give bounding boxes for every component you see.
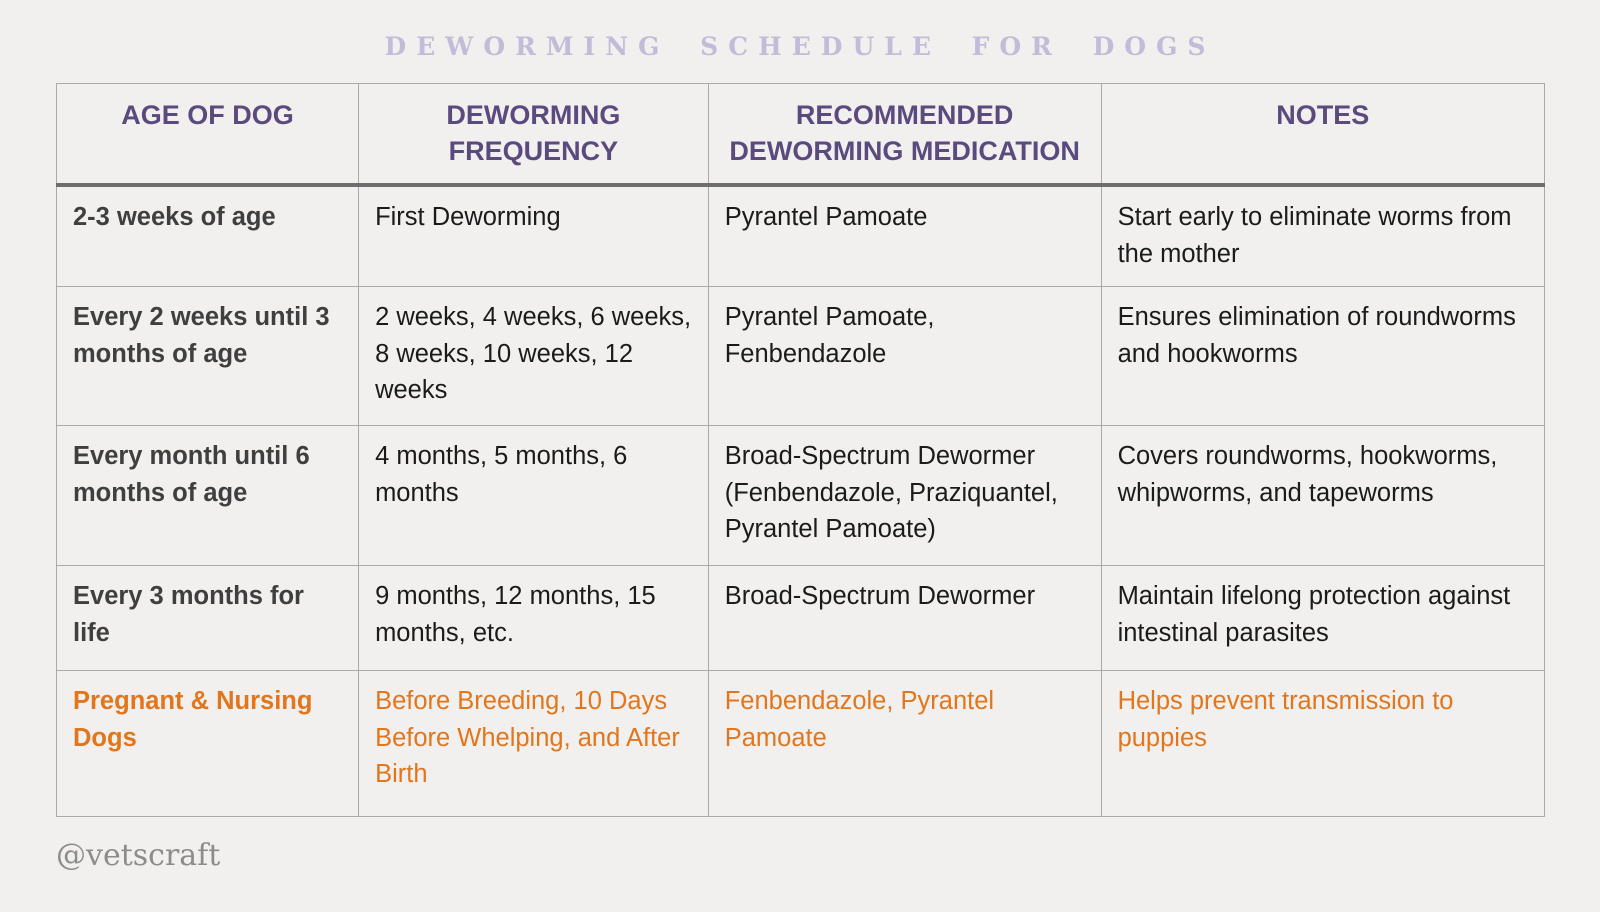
cell-age: Every month until 6 months of age [55,425,360,567]
cell-notes: Ensures elimination of roundworms and ho… [1100,286,1546,427]
cell-age: Every 2 weeks until 3 months of age [55,286,360,427]
table-row: Every 2 weeks until 3 months of age 2 wee… [55,286,1546,427]
header-row: AGE OF DOG DEWORMING FREQUENCY RECOMMEND… [55,83,1546,188]
deworming-schedule-table: AGE OF DOG DEWORMING FREQUENCY RECOMMEND… [55,83,1546,818]
cell-medication: Pyrantel Pamoate [707,184,1102,288]
cell-medication: Broad-Spectrum Dewormer [707,565,1102,672]
table-header: AGE OF DOG DEWORMING FREQUENCY RECOMMEND… [55,83,1546,188]
table-row: Every 3 months for life 9 months, 12 mont… [55,565,1546,672]
table-row: Every month until 6 months of age 4 month… [55,425,1546,567]
cell-notes: Covers roundworms, hookworms, whipworms,… [1100,425,1546,567]
cell-notes: Helps prevent transmission to puppies [1100,670,1546,818]
cell-age: Every 3 months for life [55,565,360,672]
watermark: @vetscraft [56,838,221,873]
table-row: 2-3 weeks of age First Deworming Pyrantel … [55,184,1546,288]
cell-frequency: 2 weeks, 4 weeks, 6 weeks, 8 weeks, 10 w… [358,286,709,427]
cell-medication: Fenbendazole, Pyrantel Pamoate [707,670,1102,818]
cell-frequency: 4 months, 5 months, 6 months [358,425,709,567]
cell-age: Pregnant & Nursing Dogs [55,670,360,818]
header-deworming-frequency: DEWORMING FREQUENCY [358,83,709,188]
table-body: 2-3 weeks of age First Deworming Pyrantel … [55,184,1546,818]
header-age-of-dog: AGE OF DOG [55,83,360,188]
cell-medication: Pyrantel Pamoate, Fenbendazole [707,286,1102,427]
page-title: DEWORMING SCHEDULE FOR DOGS [384,32,1216,61]
cell-frequency: Before Breeding, 10 Days Before Whelping… [358,670,709,818]
cell-age: 2-3 weeks of age [55,184,360,288]
table-row: Pregnant & Nursing Dogs Before Breeding, … [55,670,1546,818]
cell-notes: Start early to eliminate worms from the … [1100,184,1546,288]
cell-frequency: 9 months, 12 months, 15 months, etc. [358,565,709,672]
header-notes: NOTES [1100,83,1546,188]
cell-notes: Maintain lifelong protection against int… [1100,565,1546,672]
header-recommended-medication: RECOMMENDED DEWORMING MEDICATION [707,83,1102,188]
cell-medication: Broad-Spectrum Dewormer (Fenbendazole, P… [707,425,1102,567]
cell-frequency: First Deworming [358,184,709,288]
